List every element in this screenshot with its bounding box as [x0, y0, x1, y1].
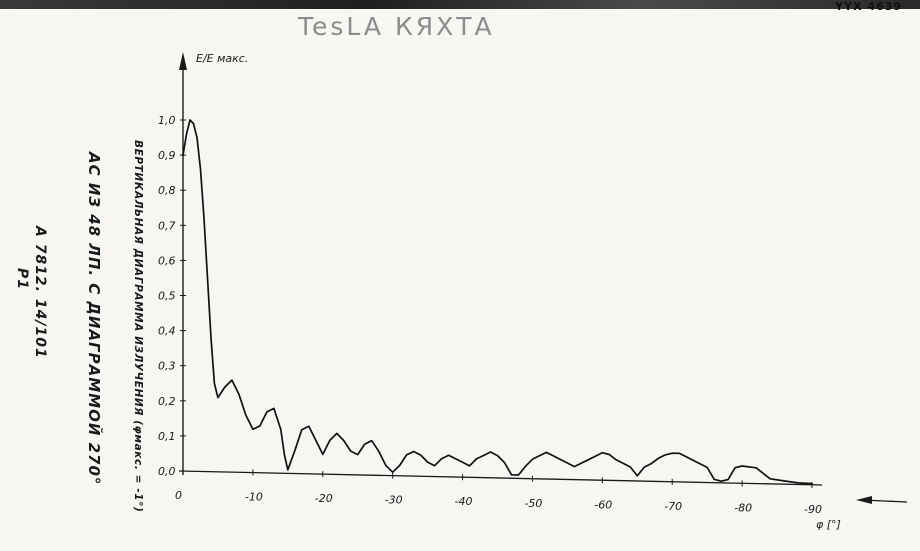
x-tick-label: -60	[594, 498, 612, 511]
x-tick-label: -20	[315, 492, 333, 505]
y-tick-label: 0,6	[158, 254, 176, 267]
y-tick-label: 0,1	[158, 430, 176, 443]
x-axis-line	[178, 470, 823, 486]
y-tick-label: 0,2	[158, 395, 176, 408]
y-tick-label: 0,0	[158, 465, 176, 478]
y-tick-label: 0,8	[158, 184, 176, 197]
chart-ticks: 0,0 0,1 0,2 0,3 0,4 0,5 0,6 0,7 0,8 0,9 1,0 0 -10 -20…	[158, 114, 822, 516]
y-tick-label: 1,0	[158, 114, 176, 127]
chart-series	[182, 119, 813, 485]
x-tick-label: -30	[385, 494, 403, 507]
y-tick-label: 0,5	[158, 290, 176, 303]
scan-edge-stripe	[0, 0, 920, 9]
chart-xlabel: φ [°]	[816, 518, 841, 531]
x-tick-label: -70	[664, 500, 682, 513]
handwritten-title: TesLA КЯХТА	[298, 12, 495, 41]
x-tick-label: -40	[455, 495, 473, 508]
x-tick-label: -50	[524, 497, 542, 510]
chart-axes	[178, 52, 908, 504]
corner-mark: YYX 4639	[835, 0, 902, 13]
x-tick-label: -80	[734, 501, 752, 514]
chart-ylabel-top: E/E макс.	[196, 52, 248, 65]
radiation-pattern-curve	[182, 119, 813, 485]
x-tick-label: -90	[804, 503, 822, 516]
x-tick-label: 0	[175, 489, 182, 502]
y-tick-label: 0,4	[158, 325, 176, 338]
x-tick-label: -10	[245, 491, 263, 504]
y-tick-label: 0,7	[158, 219, 176, 232]
y-axis-arrow	[179, 52, 187, 70]
y-tick-label: 0,3	[158, 360, 176, 373]
x-axis-arrow	[856, 496, 872, 504]
y-tick-label: 0,9	[158, 149, 176, 162]
